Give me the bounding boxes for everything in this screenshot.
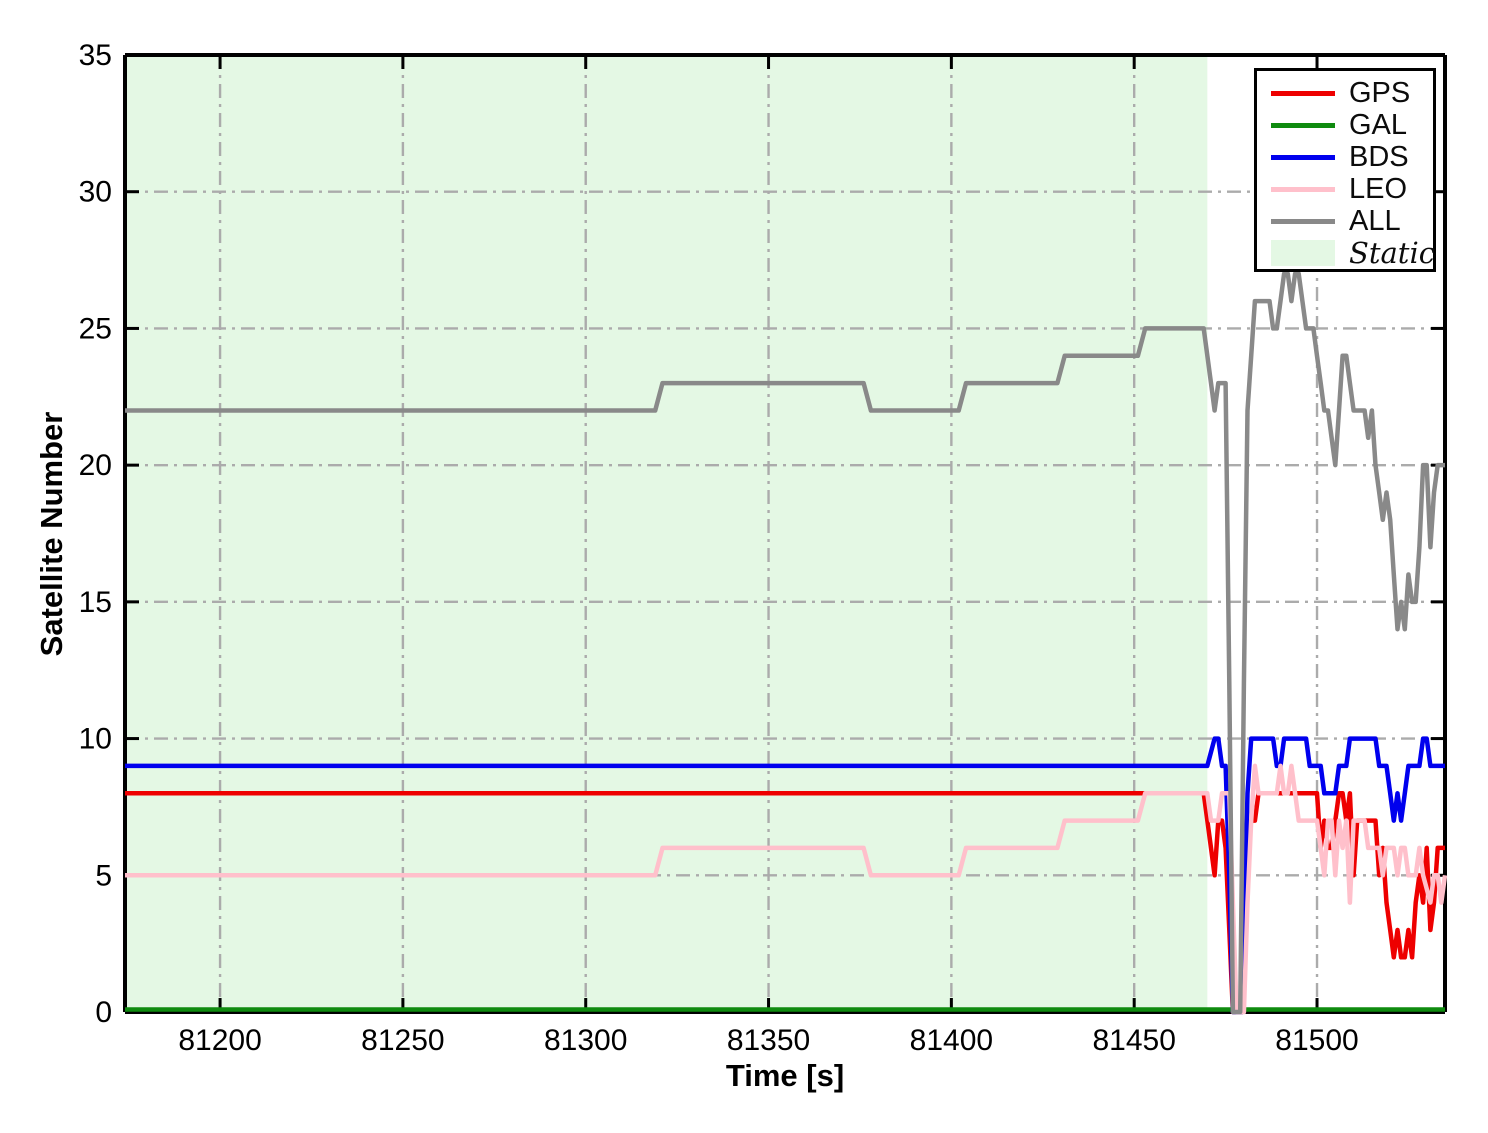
y-tick-label: 20: [79, 449, 112, 482]
legend-item-gal: GAL: [1271, 109, 1433, 141]
legend-swatch-gps: [1271, 90, 1335, 96]
x-tick-label: 81300: [544, 1024, 627, 1057]
legend-item-leo: LEO: [1271, 173, 1433, 205]
y-tick-label: 10: [79, 723, 112, 756]
x-axis-label: Time [s]: [726, 1058, 844, 1093]
legend-swatch-bds: [1271, 154, 1335, 160]
y-tick-label: 5: [95, 859, 112, 892]
legend-swatch-static: [1271, 240, 1335, 266]
legend-swatch-all: [1271, 218, 1335, 224]
static-region: [125, 55, 1208, 1012]
legend-item-gps: GPS: [1271, 77, 1433, 109]
y-tick-label: 0: [95, 996, 112, 1029]
static-region-layer: [125, 55, 1208, 1012]
x-tick-label: 81500: [1275, 1024, 1358, 1057]
legend-item-all: ALL: [1271, 205, 1433, 237]
legend-swatch-gal: [1271, 122, 1335, 128]
y-axis-label: Satellite Number: [34, 412, 69, 657]
x-tick-label: 81200: [178, 1024, 261, 1057]
legend: GPS GAL BDS LEO ALL Static: [1254, 68, 1436, 272]
legend-label-leo: LEO: [1349, 172, 1408, 205]
legend-label-gal: GAL: [1349, 108, 1408, 141]
gridline-layer: [125, 55, 1445, 1012]
legend-label-static: Static: [1349, 235, 1435, 270]
series-layer: [125, 271, 1448, 1015]
legend-swatch-leo: [1271, 186, 1335, 192]
y-tick-label: 25: [79, 312, 112, 345]
y-tick-label: 15: [79, 586, 112, 619]
series-all: [125, 271, 1445, 1015]
tick-labels: 81200 81250 81300 81350 81400 81450 81500 0 5 10 1…: [79, 39, 1359, 1057]
legend-label-gps: GPS: [1349, 76, 1411, 109]
y-tick-label: 30: [79, 176, 112, 209]
series-leo: [125, 763, 1448, 1015]
legend-item-bds: BDS: [1271, 141, 1433, 173]
x-tick-label: 81350: [727, 1024, 810, 1057]
legend-label-all: ALL: [1349, 204, 1401, 237]
y-tick-label: 35: [79, 39, 112, 72]
x-tick-label: 81450: [1092, 1024, 1175, 1057]
legend-label-bds: BDS: [1349, 140, 1409, 173]
legend-item-static: Static: [1271, 235, 1435, 270]
axes-spines: [123, 53, 1447, 1014]
x-tick-label: 81400: [910, 1024, 993, 1057]
x-tick-label: 81250: [361, 1024, 444, 1057]
